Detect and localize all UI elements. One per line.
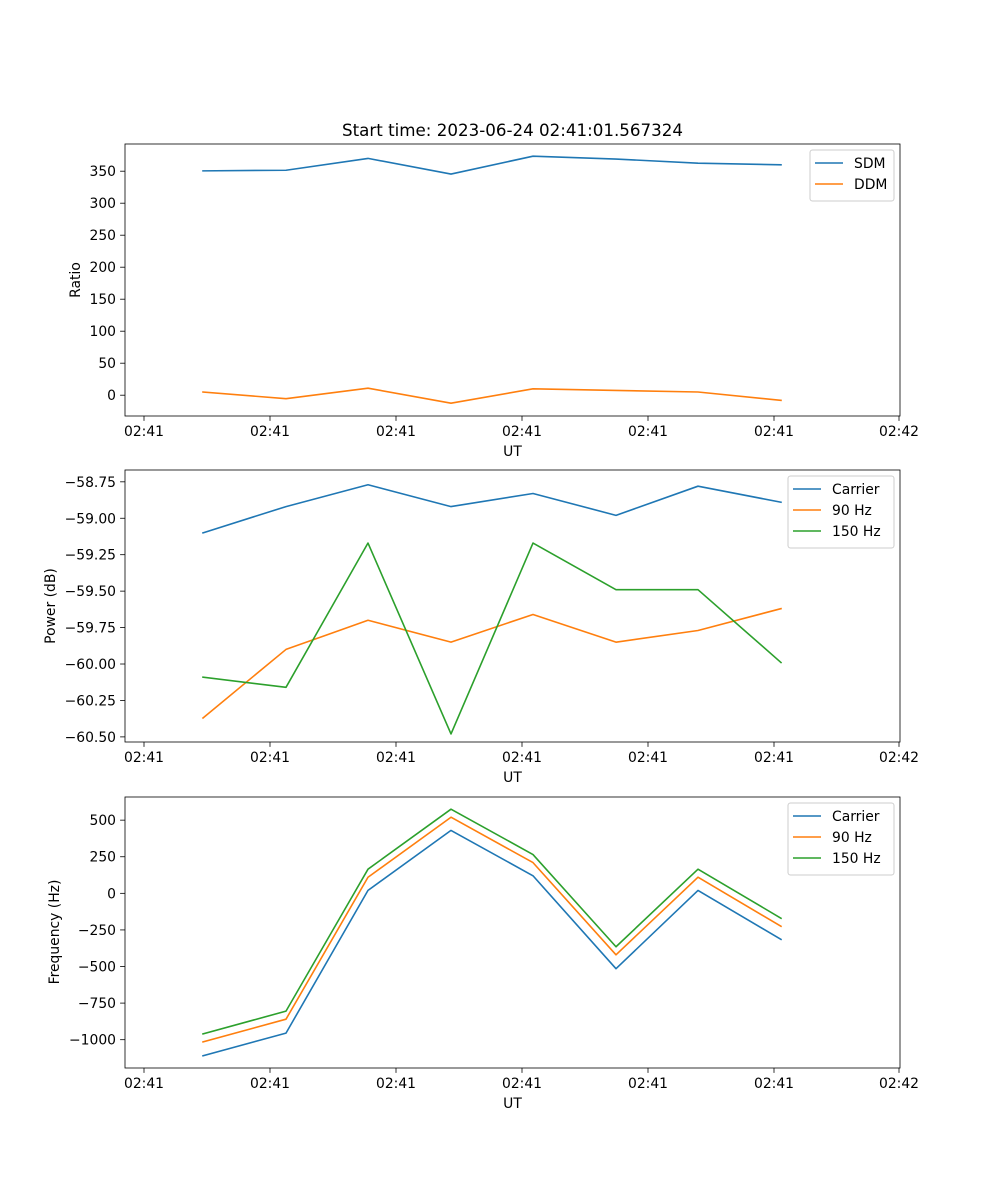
frequency-series-150-hz-line xyxy=(202,808,783,1035)
frequency-legend-label: 150 Hz xyxy=(832,851,881,867)
frequency-y-axis-label: Frequency (Hz) xyxy=(47,880,63,985)
power-legend: Carrier 90 Hz 150 Hz xyxy=(787,475,895,549)
power-x-tick-label: 02:41 xyxy=(502,750,542,766)
frequency-series-carrier-line xyxy=(202,829,783,1057)
power-x-tick-label: 02:41 xyxy=(124,750,164,766)
frequency-x-tick-label: 02:41 xyxy=(376,1076,416,1092)
ratio-y-tick-label: 100 xyxy=(89,324,116,340)
frequency-x-axis-label: UT xyxy=(503,1096,522,1112)
ratio-legend-label: SDM xyxy=(854,156,886,172)
frequency-legend: Carrier 90 Hz 150 Hz xyxy=(787,802,895,876)
power-x-tick-label: 02:41 xyxy=(376,750,416,766)
ratio-y-tick-label: 50 xyxy=(98,356,116,372)
power-x-tick-label: 02:41 xyxy=(754,750,794,766)
power-y-tick-label: −59.25 xyxy=(65,548,116,564)
frequency-y-tick-label: −1000 xyxy=(69,1033,116,1049)
power-y-tick-label: −59.50 xyxy=(65,584,116,600)
ratio-legend: SDM DDM xyxy=(809,149,895,202)
frequency-x-tick-label: 02:41 xyxy=(250,1076,290,1092)
frequency-legend-label: 90 Hz xyxy=(832,830,872,846)
ratio-y-tick-label: 200 xyxy=(89,260,116,276)
power-y-tick-label: −60.50 xyxy=(65,730,116,746)
ratio-y-tick-label: 350 xyxy=(89,164,116,180)
ratio-x-axis-label: UT xyxy=(503,444,522,460)
frequency-y-tick-label: −250 xyxy=(78,923,116,939)
ratio-panel: Start time: 2023-06-24 02:41:01.567324 0… xyxy=(68,120,919,460)
frequency-y-tick-label: 250 xyxy=(89,850,116,866)
ratio-x-tick-label: 02:41 xyxy=(376,424,416,440)
ratio-y-axis-label: Ratio xyxy=(68,262,84,298)
ratio-x-tick-label: 02:41 xyxy=(124,424,164,440)
power-x-tick-label: 02:41 xyxy=(250,750,290,766)
ratio-series-sdm-line xyxy=(202,155,782,175)
power-series-carrier-line xyxy=(201,483,782,534)
power-y-axis-label: Power (dB) xyxy=(43,568,59,644)
ratio-y-tick-label: 250 xyxy=(89,228,116,244)
frequency-series-90-hz-line xyxy=(202,816,783,1043)
power-legend-box xyxy=(787,475,895,549)
power-x-axis-label: UT xyxy=(503,770,522,786)
frequency-legend-label: Carrier xyxy=(832,809,880,825)
power-x-tick-label: 02:42 xyxy=(879,750,919,766)
ratio-x-tick-label: 02:41 xyxy=(250,424,290,440)
power-x-tick-label: 02:41 xyxy=(628,750,668,766)
power-axes-frame xyxy=(124,469,901,743)
frequency-x-tick-label: 02:41 xyxy=(124,1076,164,1092)
power-panel: 02:41 02:41 02:41 02:41 02:41 02:41 02:42 −60.5… xyxy=(43,469,919,786)
ratio-y-tick-label: 150 xyxy=(89,292,116,308)
frequency-x-tick-label: 02:41 xyxy=(628,1076,668,1092)
power-y-tick-label: −59.75 xyxy=(65,621,116,637)
power-series-150-hz-line xyxy=(202,542,783,735)
power-y-tick-label: −59.00 xyxy=(65,511,116,527)
frequency-x-tick-label: 02:42 xyxy=(879,1076,919,1092)
frequency-axes-frame xyxy=(124,796,901,1069)
frequency-x-tick-label: 02:41 xyxy=(754,1076,794,1092)
frequency-y-tick-label: 0 xyxy=(107,886,116,902)
power-legend-label: 150 Hz xyxy=(832,524,881,540)
power-legend-label: Carrier xyxy=(832,482,880,498)
chart-title: Start time: 2023-06-24 02:41:01.567324 xyxy=(342,120,683,140)
ratio-axes-frame xyxy=(124,143,901,417)
frequency-y-tick-label: −500 xyxy=(78,960,116,976)
ratio-x-tick-label: 02:41 xyxy=(628,424,668,440)
frequency-x-tick-label: 02:41 xyxy=(502,1076,542,1092)
ratio-y-tick-label: 0 xyxy=(107,388,116,404)
frequency-y-tick-label: 500 xyxy=(89,813,116,829)
ratio-x-tick-label: 02:41 xyxy=(502,424,542,440)
ratio-y-tick-label: 300 xyxy=(89,196,116,212)
ratio-x-tick-label: 02:41 xyxy=(754,424,794,440)
frequency-legend-box xyxy=(787,802,895,876)
ratio-legend-label: DDM xyxy=(854,177,887,193)
power-series-90-hz-line xyxy=(201,607,782,720)
power-y-tick-label: −60.25 xyxy=(65,693,116,709)
ratio-series-ddm-line xyxy=(202,387,782,405)
ratio-x-tick-label: 02:42 xyxy=(879,424,919,440)
power-legend-label: 90 Hz xyxy=(832,503,872,519)
power-y-tick-label: −60.00 xyxy=(65,657,116,673)
power-y-tick-label: −58.75 xyxy=(65,475,116,491)
frequency-y-tick-label: −750 xyxy=(78,996,116,1012)
frequency-panel: 02:41 02:41 02:41 02:41 02:41 02:41 02:42 −1000… xyxy=(47,796,919,1112)
